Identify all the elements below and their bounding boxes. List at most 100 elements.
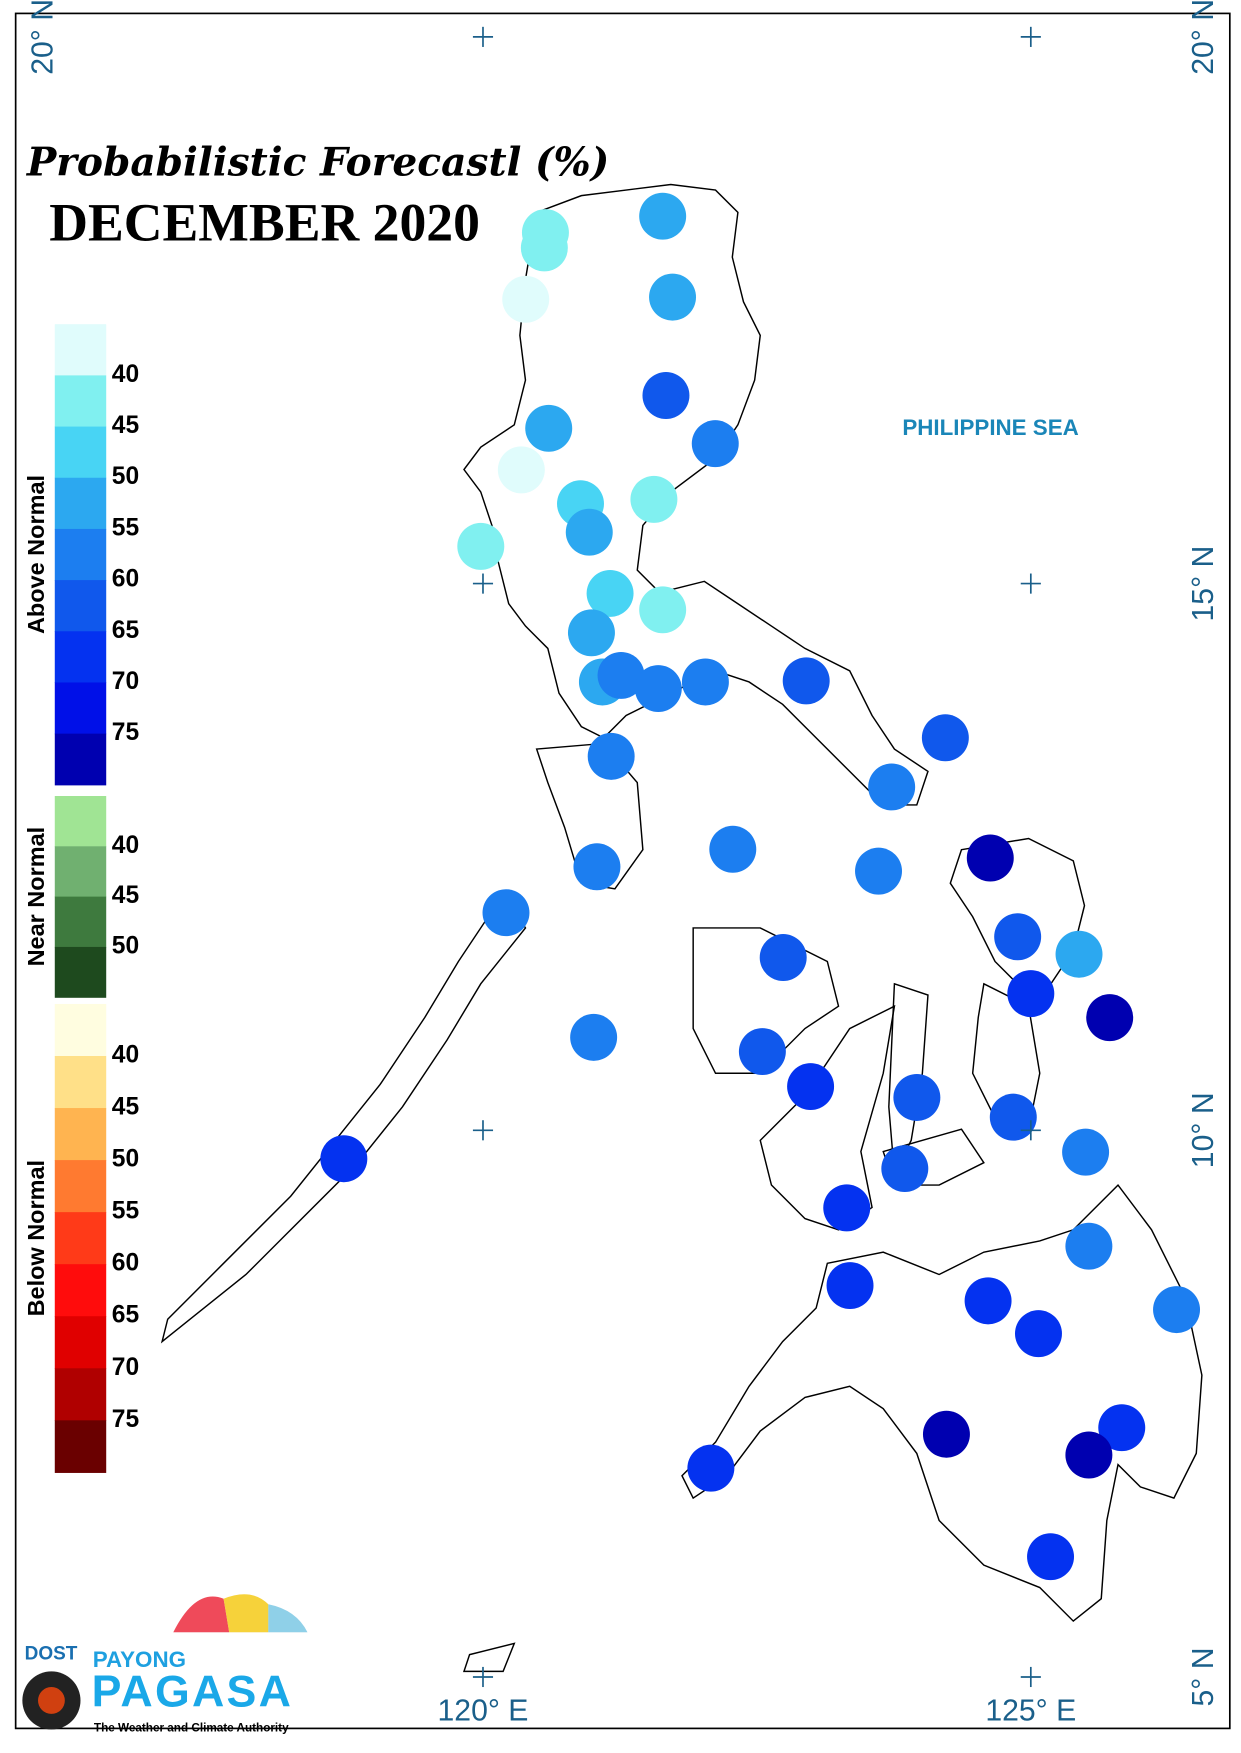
legend-tick: 40 [112,361,139,388]
sea-label: PHILIPPINE SEA [902,415,1078,440]
legend-category: Below Normal [23,1160,49,1316]
station [587,732,635,780]
station [630,475,678,523]
legend-swatch [54,1368,107,1421]
legend-tick: 45 [112,882,139,909]
lat-tick-label: 15° N [1187,546,1220,622]
legend-tick: 75 [112,719,139,746]
station [893,1074,941,1121]
legend: 40 45 50 55 60 65 70 75 Above Normal 40 45 50 Near N… [23,324,139,1473]
logo-brand: PAGASA [92,1668,293,1717]
legend-swatch [54,1055,107,1109]
logo-agency: DOST [25,1644,78,1665]
station [502,275,550,323]
station [687,1444,735,1492]
legend-category: Near Normal [23,827,49,967]
legend-swatch [54,631,107,684]
map-title: Probabilistic Forecastl (%) [26,139,609,185]
logo: DOST PAYONG PAGASA The Weather and Clima… [22,1594,308,1734]
legend-tick: 40 [112,1041,139,1068]
station [922,1410,970,1458]
logo-brand-top: PAYONG [93,1647,186,1672]
lat-tick-label: 20° N [27,0,60,75]
station [1007,970,1055,1018]
legend-tick: 50 [112,1146,139,1173]
legend-tick: 55 [112,514,139,541]
legend-swatch [54,375,107,428]
umbrella-part [223,1594,269,1633]
station [639,192,687,240]
legend-tick: 60 [112,566,139,593]
umbrella-part [173,1596,230,1633]
station [639,586,687,634]
seal-center [38,1687,65,1714]
station [738,1028,786,1076]
station [1015,1310,1062,1358]
station [525,404,573,452]
station [482,889,530,937]
legend-swatch [54,477,107,530]
legend-tick: 70 [112,668,139,695]
legend-swatch [54,1108,107,1161]
station [1065,1431,1113,1479]
legend-swatch [54,1316,107,1369]
station [759,934,807,982]
legend-tick: 50 [112,463,139,490]
station [966,834,1014,882]
legend-tick: 40 [112,832,139,859]
station [567,609,615,657]
station [457,522,505,570]
station [320,1135,368,1183]
legend-swatch [54,1212,107,1265]
station [573,843,621,891]
legend-tick: 45 [112,1094,139,1121]
station [1098,1404,1146,1452]
station [989,1093,1037,1141]
legend-swatch [54,682,107,735]
lon-tick-label: 120° E [438,1695,529,1728]
lat-tick-label: 5° N [1187,1647,1220,1706]
legend-tick: 75 [112,1406,139,1433]
map-subtitle: DECEMBER 2020 [49,192,480,252]
map-frame [14,12,1231,1730]
legend-swatch [54,1264,107,1317]
station [1153,1286,1201,1334]
legend-swatch [54,946,107,998]
legend-swatch [54,324,107,376]
station [823,1184,871,1232]
station [1062,1128,1110,1176]
legend-swatch [54,896,107,948]
legend-category: Above Normal [23,475,49,634]
legend-swatch [54,796,107,847]
umbrella-part [268,1604,308,1633]
station [497,446,545,494]
station [1027,1533,1075,1581]
legend-tick: 65 [112,617,139,644]
station [649,273,697,321]
legend-swatch [54,528,107,581]
station [826,1262,874,1310]
legend-tick: 65 [112,1302,139,1329]
station [994,913,1042,961]
legend-swatch [54,426,107,479]
station [855,847,902,895]
graticule: 120° E 125° E 5° N 10° N 15° N 20° N 20° N [27,0,1221,1728]
station [1086,994,1134,1042]
station [691,420,739,468]
station [586,569,634,617]
legend-swatch [54,733,107,786]
station-markers [320,192,1201,1581]
station [868,763,916,811]
logo-tagline: The Weather and Climate Authority [94,1721,289,1734]
station [1055,930,1103,978]
legend-tick: 60 [112,1250,139,1277]
legend-tick: 45 [112,412,139,439]
lat-tick-label: 10° N [1187,1092,1220,1168]
station [921,714,969,762]
station [570,1013,618,1061]
coastline [160,183,1203,1673]
station [787,1063,835,1111]
station [709,825,757,873]
station [634,665,682,713]
